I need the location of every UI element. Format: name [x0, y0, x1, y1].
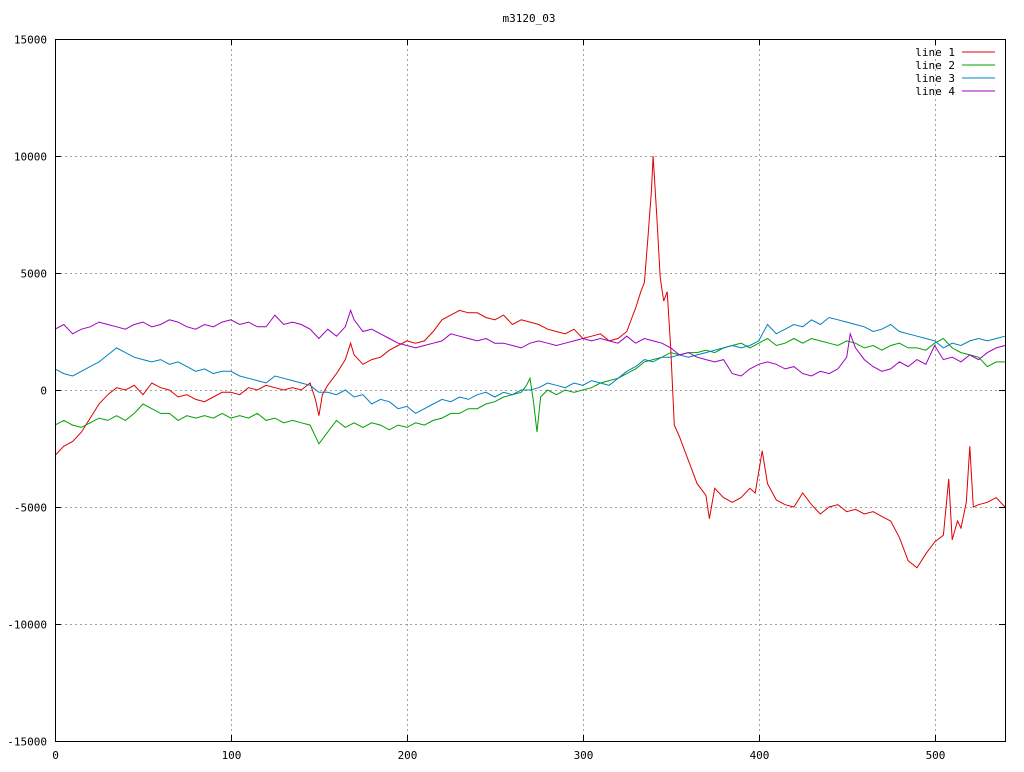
- x-tick-label: 0: [52, 749, 59, 762]
- x-tick-label: 200: [398, 749, 418, 762]
- series-line-3: [54, 316, 1006, 414]
- legend-label: line 3: [915, 72, 955, 85]
- legend-label: line 1: [915, 46, 955, 59]
- x-axis-tick-labels: 0 100 200 300 400 500: [52, 749, 945, 762]
- series-line-1: [54, 155, 1006, 569]
- chart-title: m3120_03: [503, 12, 556, 25]
- x-tick-label: 500: [926, 749, 946, 762]
- series-line-2: [54, 337, 1005, 445]
- x-tick-label: 400: [750, 749, 770, 762]
- x-tick-label: 100: [222, 749, 242, 762]
- y-tick-label: 5000: [21, 268, 48, 281]
- y-tick-label: 10000: [14, 151, 47, 164]
- y-tick-label: -10000: [7, 619, 47, 632]
- x-tick-label: 300: [574, 749, 594, 762]
- y-axis-tick-labels: -15000 -10000 -5000 0 5000 10000 15000: [7, 34, 47, 749]
- y-tick-label: 15000: [14, 34, 47, 47]
- series-line-4: [54, 308, 1006, 377]
- legend-label: line 4: [915, 85, 955, 98]
- legend-label: line 2: [915, 59, 955, 72]
- y-tick-label: -5000: [14, 502, 47, 515]
- series-layer: [54, 155, 1006, 569]
- y-tick-label: -15000: [7, 736, 47, 749]
- y-tick-label: 0: [40, 385, 47, 398]
- tick-marks: [55, 39, 1005, 742]
